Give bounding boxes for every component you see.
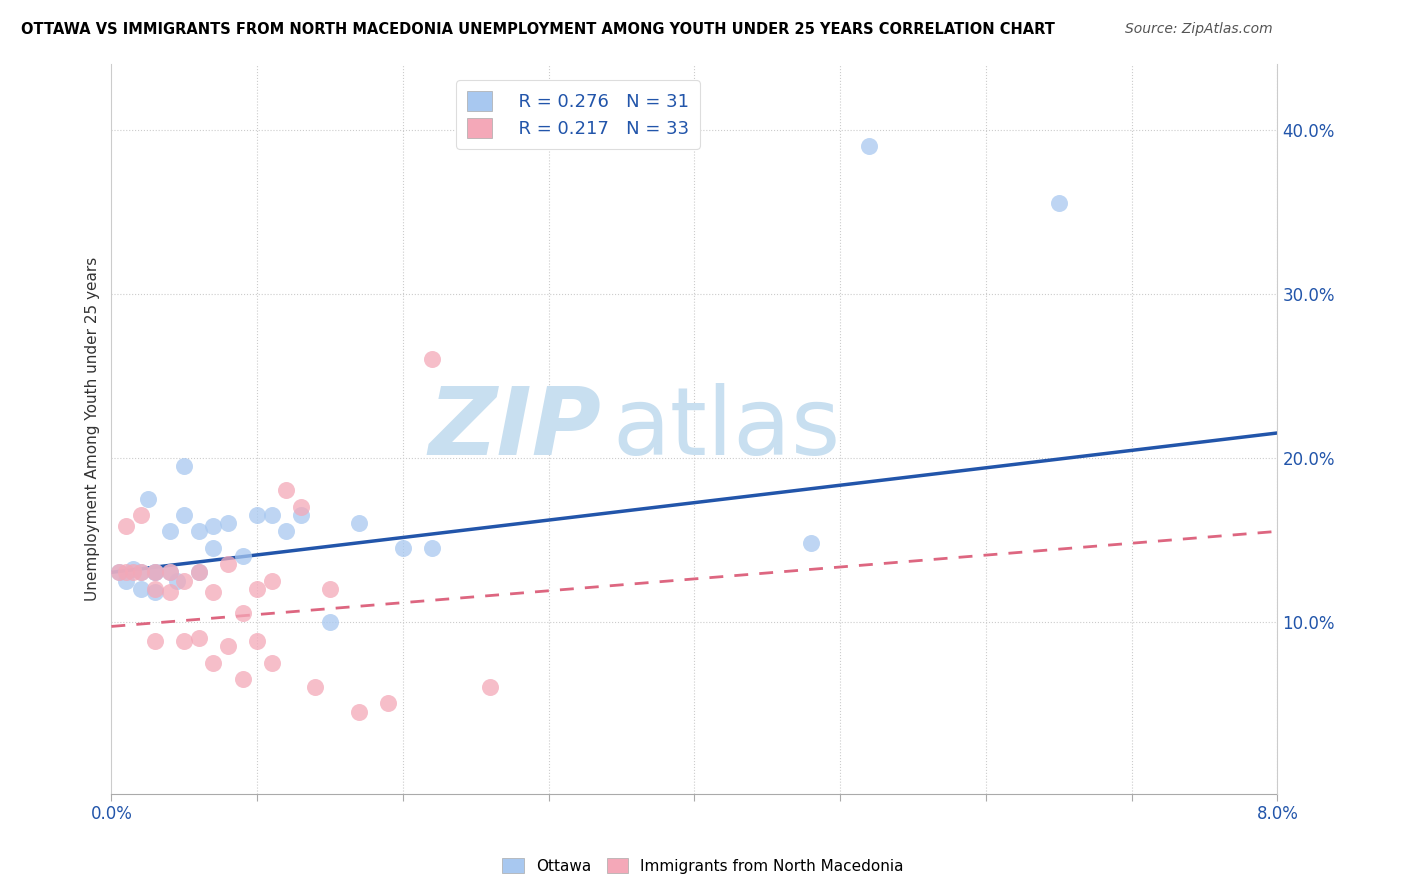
Point — [232, 607, 254, 621]
Point — [187, 631, 209, 645]
Point — [107, 566, 129, 580]
Point — [129, 566, 152, 580]
Point — [232, 672, 254, 686]
Point — [187, 524, 209, 539]
Point — [136, 491, 159, 506]
Point — [202, 585, 225, 599]
Text: atlas: atlas — [613, 383, 841, 475]
Point — [187, 566, 209, 580]
Point — [202, 656, 225, 670]
Point — [143, 585, 166, 599]
Point — [260, 656, 283, 670]
Legend: Ottawa, Immigrants from North Macedonia: Ottawa, Immigrants from North Macedonia — [496, 852, 910, 880]
Point — [129, 582, 152, 596]
Point — [319, 582, 342, 596]
Point — [159, 566, 181, 580]
Point — [232, 549, 254, 563]
Text: Source: ZipAtlas.com: Source: ZipAtlas.com — [1125, 22, 1272, 37]
Point — [159, 566, 181, 580]
Point — [122, 566, 145, 580]
Point — [392, 541, 415, 555]
Point — [159, 585, 181, 599]
Point — [143, 566, 166, 580]
Text: ZIP: ZIP — [429, 383, 602, 475]
Point — [246, 634, 269, 648]
Point — [1047, 196, 1070, 211]
Point — [217, 639, 239, 653]
Point — [129, 508, 152, 522]
Point — [479, 680, 502, 694]
Point — [143, 566, 166, 580]
Point — [246, 508, 269, 522]
Text: OTTAWA VS IMMIGRANTS FROM NORTH MACEDONIA UNEMPLOYMENT AMONG YOUTH UNDER 25 YEAR: OTTAWA VS IMMIGRANTS FROM NORTH MACEDONI… — [21, 22, 1054, 37]
Point — [143, 582, 166, 596]
Point — [115, 519, 138, 533]
Point — [319, 615, 342, 629]
Point — [115, 566, 138, 580]
Y-axis label: Unemployment Among Youth under 25 years: Unemployment Among Youth under 25 years — [86, 257, 100, 601]
Point — [143, 634, 166, 648]
Point — [173, 634, 195, 648]
Point — [115, 574, 138, 588]
Point — [246, 582, 269, 596]
Point — [347, 516, 370, 530]
Point — [202, 541, 225, 555]
Point — [276, 483, 298, 498]
Point — [260, 574, 283, 588]
Point — [260, 508, 283, 522]
Point — [202, 519, 225, 533]
Point — [187, 566, 209, 580]
Point — [377, 697, 399, 711]
Point — [217, 557, 239, 571]
Point — [107, 566, 129, 580]
Point — [290, 508, 312, 522]
Point — [800, 536, 823, 550]
Point — [143, 566, 166, 580]
Point — [420, 352, 443, 367]
Point — [276, 524, 298, 539]
Point — [420, 541, 443, 555]
Point — [217, 516, 239, 530]
Point — [858, 139, 880, 153]
Point — [129, 566, 152, 580]
Point — [166, 574, 188, 588]
Point — [304, 680, 326, 694]
Point — [173, 458, 195, 473]
Point — [122, 562, 145, 576]
Point — [173, 508, 195, 522]
Legend:   R = 0.276   N = 31,   R = 0.217   N = 33: R = 0.276 N = 31, R = 0.217 N = 33 — [456, 80, 700, 149]
Point — [290, 500, 312, 514]
Point — [159, 524, 181, 539]
Point — [347, 705, 370, 719]
Point — [173, 574, 195, 588]
